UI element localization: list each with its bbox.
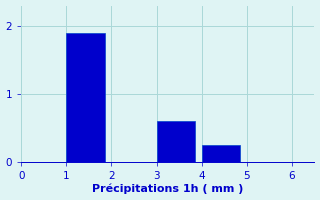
X-axis label: Précipitations 1h ( mm ): Précipitations 1h ( mm ) bbox=[92, 184, 244, 194]
Bar bbox=[66, 33, 105, 162]
Bar bbox=[202, 145, 240, 162]
Bar bbox=[156, 121, 195, 162]
